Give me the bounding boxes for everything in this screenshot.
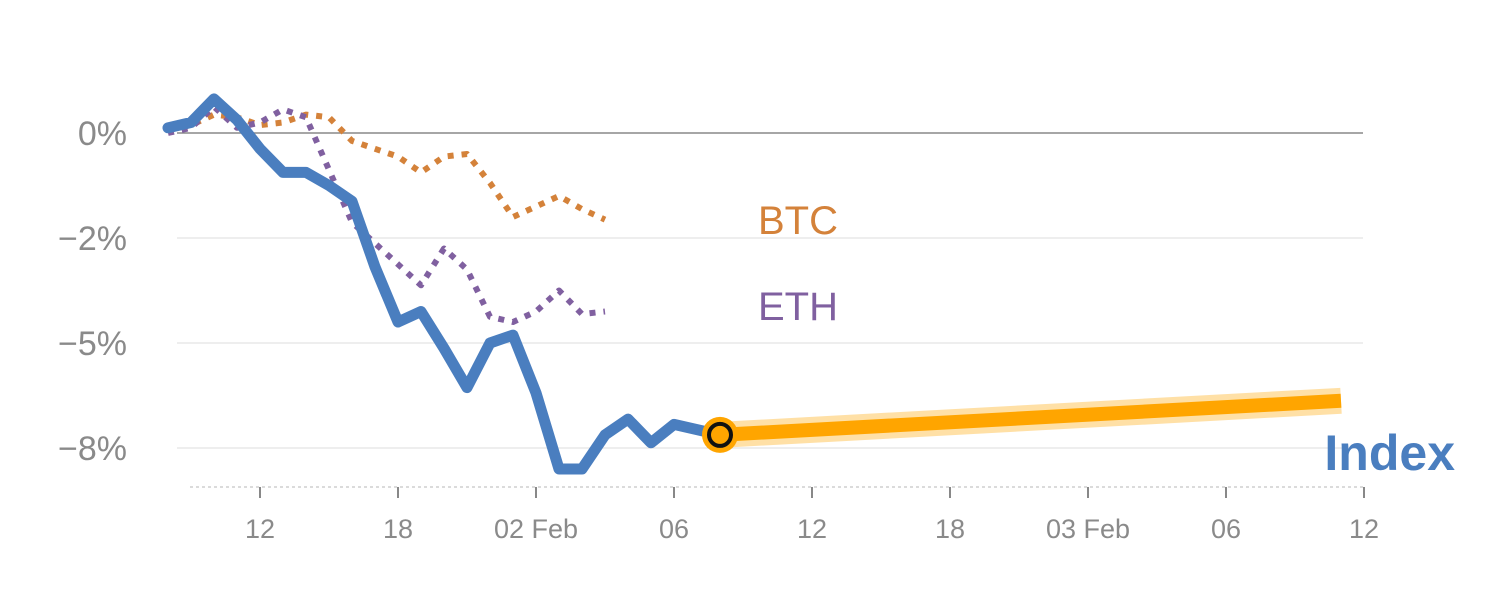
series-lines <box>162 93 726 475</box>
x-tick-label: 02 Feb <box>494 514 578 544</box>
x-tick-label: 06 <box>1211 514 1241 544</box>
forecast-line <box>702 387 1342 453</box>
x-tick-label: 03 Feb <box>1046 514 1130 544</box>
y-tick-label: −2% <box>58 220 127 258</box>
current-value-marker <box>707 421 733 448</box>
grid <box>177 132 1363 449</box>
x-axis-labels: 12 18 02 Feb 06 12 18 03 Feb 06 12 <box>245 514 1379 544</box>
forecast-line-main <box>719 393 1342 442</box>
x-axis-ticks <box>259 487 1365 498</box>
x-tick-label: 18 <box>935 514 965 544</box>
series-label-btc: BTC <box>758 199 838 243</box>
y-tick-label: −5% <box>58 325 127 363</box>
x-tick-label: 12 <box>1349 514 1379 544</box>
series-line-btc <box>167 111 607 223</box>
series-label-eth: ETH <box>758 285 838 329</box>
series-labels: BTC ETH Index <box>758 199 1455 481</box>
y-axis-labels: 0% −2% −5% −8% <box>58 115 127 468</box>
series-label-index: Index <box>1324 425 1455 481</box>
y-tick-label: 0% <box>78 115 127 153</box>
x-tick-label: 12 <box>797 514 827 544</box>
y-tick-label: −8% <box>58 430 127 468</box>
series-line-index <box>162 93 726 475</box>
x-tick-label: 18 <box>383 514 413 544</box>
x-tick-label: 12 <box>245 514 275 544</box>
x-tick-label: 06 <box>659 514 689 544</box>
